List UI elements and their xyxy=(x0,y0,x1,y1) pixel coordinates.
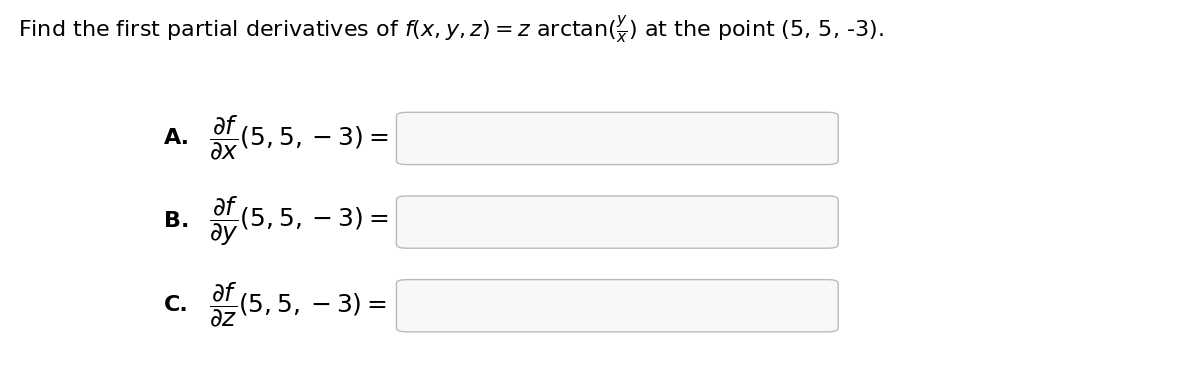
Text: A.: A. xyxy=(164,128,190,148)
Text: $\dfrac{\partial f}{\partial x}(5,5,-3) =$: $\dfrac{\partial f}{\partial x}(5,5,-3) … xyxy=(209,113,388,162)
FancyBboxPatch shape xyxy=(396,196,839,248)
Text: Find the first partial derivatives of $f(x, y, z) = z\ \mathrm{arctan}(\frac{y}{: Find the first partial derivatives of $f… xyxy=(18,14,883,45)
FancyBboxPatch shape xyxy=(396,112,839,165)
Text: $\dfrac{\partial f}{\partial y}(5,5,-3) =$: $\dfrac{\partial f}{\partial y}(5,5,-3) … xyxy=(209,194,388,248)
Text: $\dfrac{\partial f}{\partial z}(5,5,-3) =$: $\dfrac{\partial f}{\partial z}(5,5,-3) … xyxy=(209,281,386,329)
Text: B.: B. xyxy=(164,211,190,231)
Text: C.: C. xyxy=(164,295,188,315)
FancyBboxPatch shape xyxy=(396,280,839,332)
